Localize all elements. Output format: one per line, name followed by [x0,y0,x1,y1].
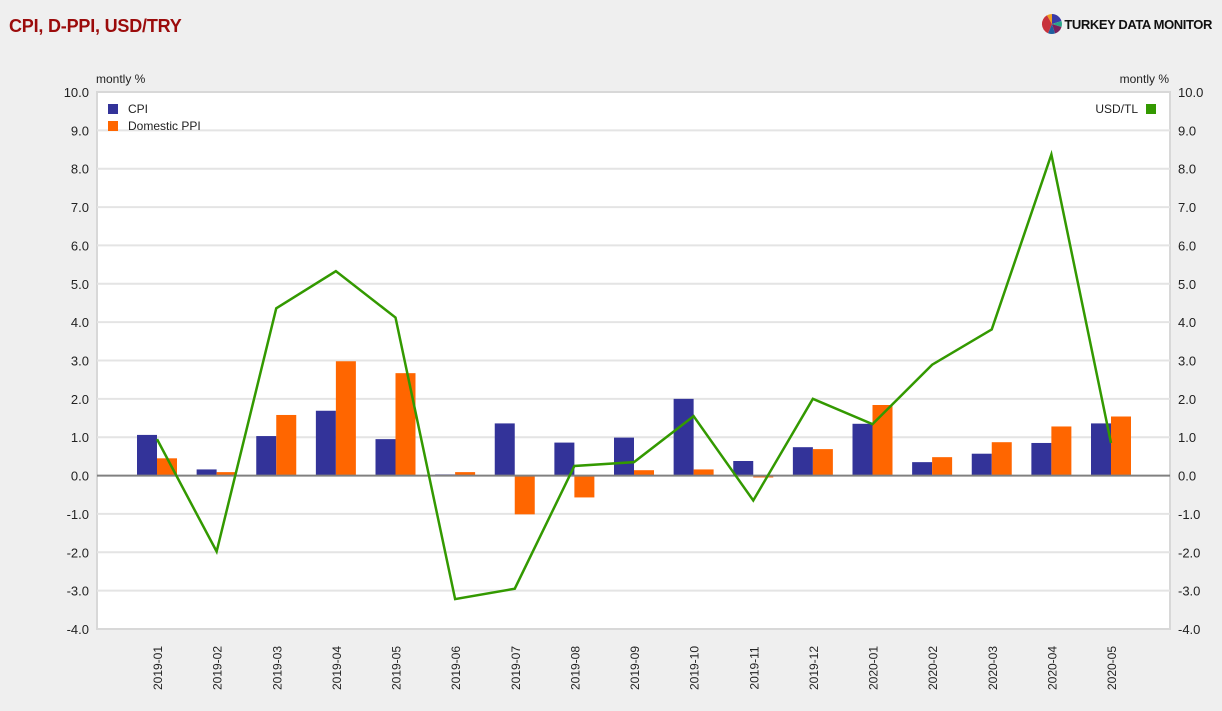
x-tick-label: 2019-06 [449,646,463,690]
legend-ppi-swatch [108,121,118,131]
y-tick-right: -3.0 [1178,584,1200,599]
y-tick-left: 4.0 [71,315,89,330]
y-tick-right: 6.0 [1178,238,1196,253]
ppi-bar [514,475,535,515]
x-tick-label: 2019-12 [807,646,821,690]
x-tick-label: 2019-10 [688,646,702,690]
ppi-bar [991,442,1012,476]
ppi-bar [335,361,356,476]
cpi-bar [614,437,634,476]
ppi-bar [872,404,893,476]
x-tick-label: 2019-02 [211,646,225,690]
y-tick-right: 5.0 [1178,277,1196,292]
y-tick-right: 1.0 [1178,430,1196,445]
x-tick-label: 2020-05 [1105,646,1119,690]
cpi-bar [315,410,336,476]
y-tick-left: 3.0 [71,354,89,369]
ppi-bar [693,469,714,476]
x-tick-label: 2019-08 [568,646,582,690]
y-axis-label-right: montly % [1120,72,1170,86]
cpi-bar [792,447,813,476]
cpi-bar [554,442,575,476]
y-tick-right: 10.0 [1178,85,1203,100]
cpi-bar [733,460,754,476]
x-tick-label: 2019-11 [747,646,761,689]
ppi-bar [276,414,297,476]
y-tick-right: 9.0 [1178,123,1196,138]
x-tick-label: 2019-07 [509,646,523,690]
ppi-bar [157,458,177,476]
y-tick-right: -4.0 [1178,622,1200,637]
y-tick-left: 1.0 [71,430,89,445]
bars [137,361,1131,515]
ppi-bar [812,449,833,476]
ppi-bar [1111,416,1131,476]
y-tick-right: 2.0 [1178,392,1196,407]
chart-title: CPI, D-PPI, USD/TRY [9,16,182,36]
y-tick-right: 0.0 [1178,469,1196,484]
cpi-bar [852,423,873,476]
y-tick-right: 7.0 [1178,200,1196,215]
y-tick-right: -1.0 [1178,507,1200,522]
x-tick-label: 2019-04 [330,646,344,690]
y-tick-left: -3.0 [67,584,89,599]
legend-usd-label: USD/TL [1095,102,1138,116]
x-tick-label: 2019-05 [390,646,404,690]
x-tick-label: 2019-01 [151,646,165,690]
y-tick-right: 8.0 [1178,162,1196,177]
x-tick-label: 2020-01 [867,646,881,690]
cpi-bar [256,436,277,476]
usd-line [155,149,1113,601]
y-tick-right: 3.0 [1178,354,1196,369]
brand-name: TURKEY DATA MONITOR [1064,16,1212,32]
x-tick-label: 2019-09 [628,646,642,690]
ppi-bar [634,470,654,476]
cpi-bar [1091,423,1111,476]
cpi-bar [196,469,217,476]
y-tick-left: -1.0 [67,507,89,522]
y-axis-label-left: montly % [96,72,146,86]
cpi-bar [673,398,694,476]
y-tick-right: 4.0 [1178,315,1196,330]
legend-cpi-label: CPI [128,102,148,116]
x-tick-label: 2020-04 [1045,646,1059,690]
cpi-bar [375,439,396,476]
legend-ppi-label: Domestic PPI [128,119,201,133]
ppi-bar [574,475,595,498]
ppi-bar [932,457,953,476]
y-tick-left: -4.0 [67,622,89,637]
cpi-bar [1031,442,1052,476]
x-tick-label: 2020-03 [986,646,1000,690]
legend-left: CPI Domestic PPI [108,102,201,133]
y-tick-left: 8.0 [71,162,89,177]
x-tick-label: 2019-03 [270,646,284,690]
legend-cpi-swatch [108,104,118,114]
gridlines [97,129,1170,592]
x-tick-label: 2020-02 [926,646,940,690]
pie-chart-logo-icon [1042,13,1063,34]
ppi-bar [1051,426,1072,476]
y-tick-right: -2.0 [1178,545,1200,560]
y-tick-left: 9.0 [71,123,89,138]
ppi-bar [395,373,416,476]
brand-logo: TURKEY DATA MONITOR [1041,13,1212,35]
y-tick-left: 10.0 [64,85,89,100]
cpi-bar [494,423,515,476]
y-tick-left: 2.0 [71,392,89,407]
ppi-bar [216,472,237,476]
cpi-bar [137,434,157,476]
y-tick-left: 0.0 [71,469,89,484]
y-tick-left: 7.0 [71,200,89,215]
ppi-bar [455,472,476,476]
legend-usd-swatch [1146,104,1156,114]
y-tick-left: 6.0 [71,238,89,253]
cpi-bar [971,453,992,476]
y-tick-left: -2.0 [67,545,89,560]
legend-right: USD/TL [1095,102,1156,116]
cpi-bar [912,462,933,476]
y-tick-left: 5.0 [71,277,89,292]
